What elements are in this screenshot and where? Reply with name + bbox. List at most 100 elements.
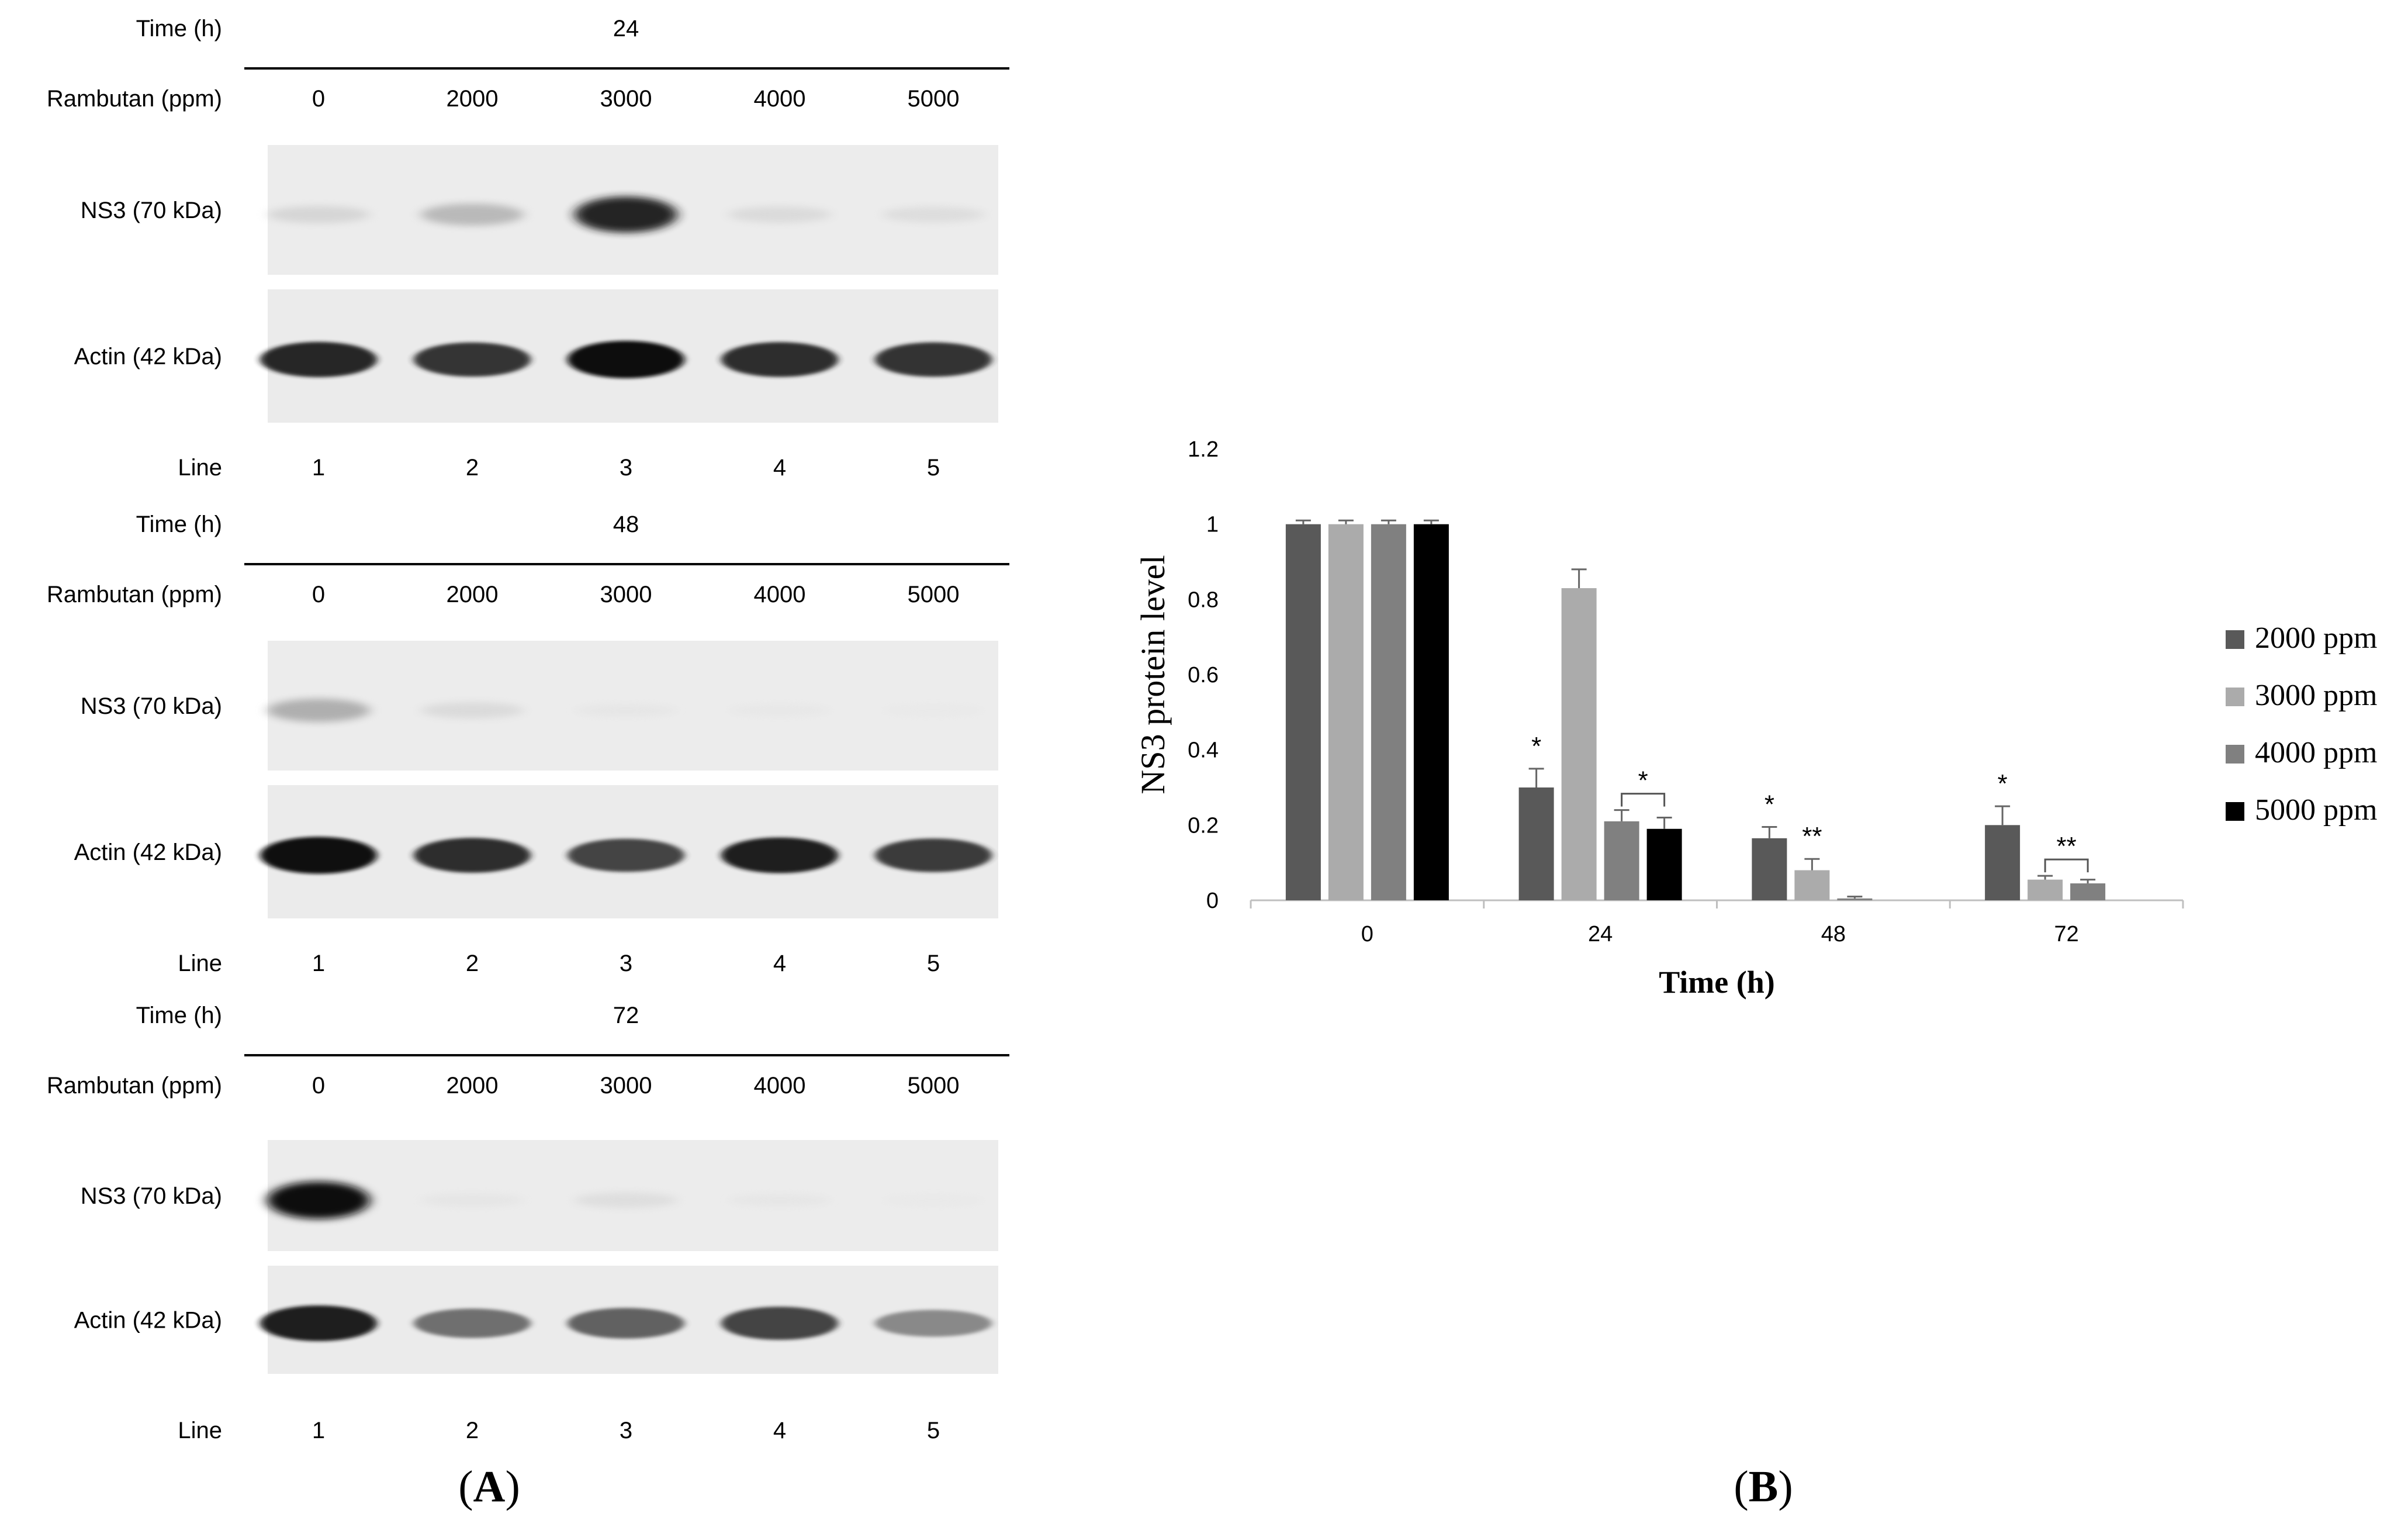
panel-b-caption: (B) [1734, 1462, 1793, 1511]
concentration-label: 0 [312, 582, 325, 607]
actin-row-label: Actin (42 kDa) [74, 1308, 222, 1334]
ns3-band [575, 703, 677, 717]
ns3-band [267, 699, 370, 722]
panel-b-bar-chart: 00.20.40.60.811.20 24 48 72 ******** NS3 pr… [1134, 437, 2377, 1511]
y-tick-label: 1.2 [1188, 437, 1219, 462]
concentration-label: 2000 [447, 582, 499, 607]
concentration-label: 4000 [754, 582, 806, 607]
legend-swatch [2226, 802, 2244, 821]
x-tick-label: 24 [1588, 922, 1613, 946]
ns3-band [575, 1192, 677, 1208]
significance-marker: ** [2057, 832, 2077, 861]
line-row-label: Line [178, 951, 222, 976]
significance-bracket [1621, 793, 1666, 807]
ns3-row-label: NS3 (70 kDa) [81, 198, 222, 223]
lane-number: 5 [927, 455, 940, 481]
x-tick-label: 48 [1821, 922, 1846, 946]
actin-band [568, 1308, 684, 1339]
actin-row-label: Actin (42 kDa) [74, 344, 222, 369]
concentration-label: 4000 [754, 1073, 806, 1098]
actin-band [875, 342, 992, 377]
lane-number: 5 [927, 951, 940, 976]
x-tick-label: 0 [1361, 922, 1373, 946]
bar [1985, 825, 2020, 900]
bar [2028, 879, 2063, 900]
lane-number: 4 [773, 455, 786, 481]
actin-band [721, 1307, 838, 1340]
bar [1413, 524, 1449, 900]
ns3-row-label: NS3 (70 kDa) [81, 693, 222, 719]
lane-number: 3 [620, 951, 632, 976]
rambutan-row-label: Rambutan (ppm) [47, 1073, 222, 1098]
bar [1518, 787, 1554, 900]
concentration-label: 0 [312, 1073, 325, 1098]
concentration-label: 3000 [600, 1073, 652, 1098]
bar [1646, 828, 1682, 900]
lane-number: 1 [312, 1418, 325, 1443]
lane-number: 2 [466, 1418, 479, 1443]
time-value: 24 [613, 16, 639, 42]
ns3-row-label: NS3 (70 kDa) [81, 1183, 222, 1209]
legend-swatch [2226, 745, 2244, 764]
time-value: 72 [613, 1003, 639, 1028]
legend-entry: 5000 ppm [2255, 793, 2377, 827]
ns3-band [728, 704, 831, 717]
y-tick-label: 0.8 [1188, 588, 1219, 612]
y-axis-label: NS3 protein level [1134, 555, 1172, 794]
legend-entry: 3000 ppm [2255, 679, 2377, 712]
lane-number: 4 [773, 951, 786, 976]
bar [1371, 524, 1406, 900]
concentration-label: 2000 [447, 1073, 499, 1098]
actin-band [568, 838, 684, 872]
ns3-band [267, 206, 370, 223]
ns3-band [882, 1194, 985, 1207]
ns3-band [728, 1193, 831, 1207]
chart-legend: 2000 ppm 3000 ppm 4000 ppm 5000 ppm [2226, 621, 2377, 827]
lane-number: 3 [620, 1418, 632, 1443]
time-row-label: Time (h) [136, 512, 222, 537]
y-tick-label: 0.4 [1188, 738, 1219, 763]
concentration-label: 0 [312, 86, 325, 112]
actin-band [260, 837, 377, 874]
time-value: 48 [613, 512, 639, 537]
concentration-label: 5000 [908, 582, 960, 607]
lane-number: 3 [620, 455, 632, 481]
actin-band [875, 1310, 992, 1337]
actin-band [260, 1305, 377, 1342]
line-row-label: Line [178, 455, 222, 481]
ns3-band [882, 206, 985, 223]
significance-marker: * [1765, 790, 1774, 819]
bar [1561, 588, 1597, 900]
chart-annotations: ******** [1531, 732, 2089, 873]
concentration-label: 4000 [754, 86, 806, 112]
lane-number: 1 [312, 951, 325, 976]
actin-band [260, 341, 377, 378]
actin-band [414, 838, 531, 873]
ns3-band [267, 1182, 370, 1219]
lane-number: 2 [466, 951, 479, 976]
ns3-band [421, 203, 524, 226]
actin-band [721, 837, 838, 873]
bar [1752, 838, 1787, 900]
rambutan-row-label: Rambutan (ppm) [47, 86, 222, 112]
lane-number: 1 [312, 455, 325, 481]
line-row-label: Line [178, 1418, 222, 1443]
x-axis-label: Time (h) [1659, 965, 1775, 1000]
chart-bars [1285, 519, 2106, 900]
significance-marker: * [1638, 766, 1648, 795]
legend-entry: 2000 ppm [2255, 621, 2377, 655]
y-tick-label: 1 [1206, 513, 1219, 537]
rambutan-row-label: Rambutan (ppm) [47, 582, 222, 607]
lane-number: 2 [466, 455, 479, 481]
actin-row-label: Actin (42 kDa) [74, 840, 222, 865]
ns3-band [882, 704, 985, 717]
concentration-label: 2000 [447, 86, 499, 112]
ns3-band [728, 206, 831, 223]
bar [1328, 524, 1364, 900]
bar [1837, 898, 1873, 900]
ns3-band [421, 702, 524, 718]
actin-band [568, 341, 684, 378]
lane-number: 4 [773, 1418, 786, 1443]
